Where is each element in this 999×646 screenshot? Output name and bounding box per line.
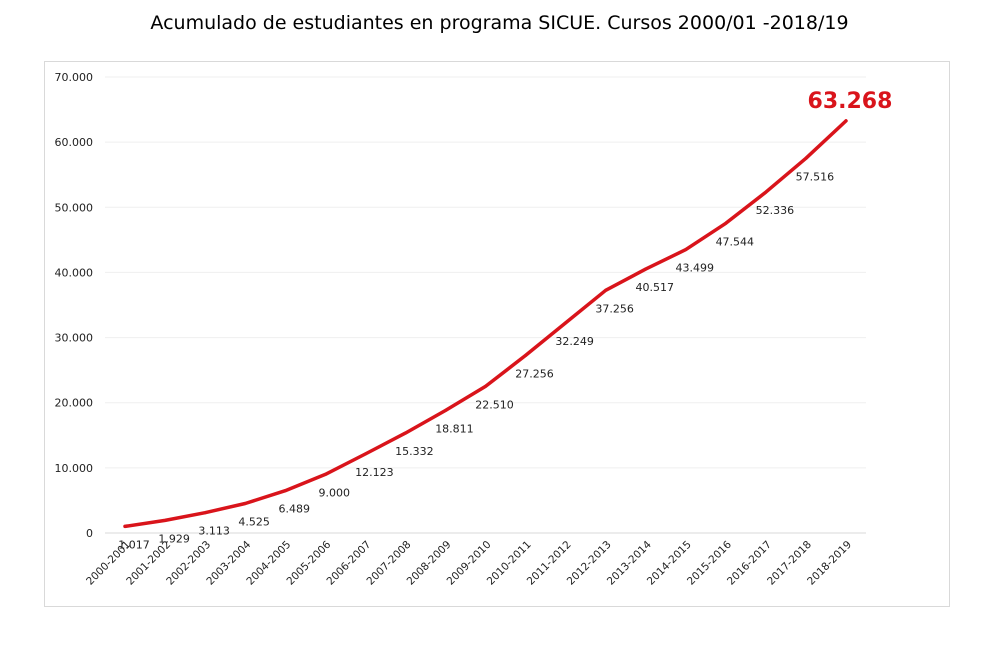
data-point [724, 221, 728, 225]
data-point [604, 288, 608, 292]
y-tick-label: 60.000 [55, 136, 94, 149]
y-tick-label: 10.000 [55, 462, 94, 475]
data-label: 9.000 [319, 486, 351, 499]
chart-title: Acumulado de estudiantes en programa SIC… [150, 12, 849, 34]
data-label: 3.113 [198, 525, 230, 538]
y-tick-label: 0 [86, 527, 93, 540]
data-point [123, 524, 127, 528]
data-point [163, 518, 167, 522]
data-point [283, 489, 287, 493]
data-point [443, 408, 447, 412]
data-label: 18.811 [435, 422, 474, 435]
data-point [764, 190, 768, 194]
data-label: 52.336 [756, 204, 795, 217]
data-point [684, 248, 688, 252]
data-point [363, 452, 367, 456]
data-point [203, 511, 207, 515]
data-label: 6.489 [278, 503, 310, 516]
data-label: 27.256 [515, 367, 554, 380]
data-label: 37.256 [595, 302, 634, 315]
data-label: 12.123 [355, 466, 394, 479]
data-point [644, 267, 648, 271]
data-point [484, 384, 487, 388]
data-point [524, 353, 528, 357]
data-point [804, 156, 808, 160]
data-point [323, 472, 327, 476]
data-point [844, 119, 848, 123]
data-label: 43.499 [676, 262, 715, 275]
y-tick-label: 70.000 [55, 71, 94, 84]
data-point [243, 502, 247, 506]
y-tick-label: 50.000 [55, 201, 94, 214]
data-label: 15.332 [395, 445, 434, 458]
y-tick-label: 40.000 [55, 266, 94, 279]
data-label: 4.525 [238, 516, 270, 529]
data-point [564, 321, 568, 325]
data-point [403, 431, 407, 435]
data-label: 40.517 [635, 281, 674, 294]
data-label: 1.929 [158, 532, 190, 545]
data-label: 32.249 [555, 335, 594, 348]
data-label: 1.017 [118, 538, 150, 551]
y-tick-label: 30.000 [55, 332, 94, 345]
y-tick-label: 20.000 [55, 397, 94, 410]
data-label: 57.516 [796, 170, 835, 183]
series-line [123, 119, 848, 529]
chart-frame [44, 61, 950, 607]
data-label: 22.510 [475, 398, 514, 411]
data-label: 47.544 [716, 235, 755, 248]
data-label-highlight: 63.268 [808, 89, 893, 114]
